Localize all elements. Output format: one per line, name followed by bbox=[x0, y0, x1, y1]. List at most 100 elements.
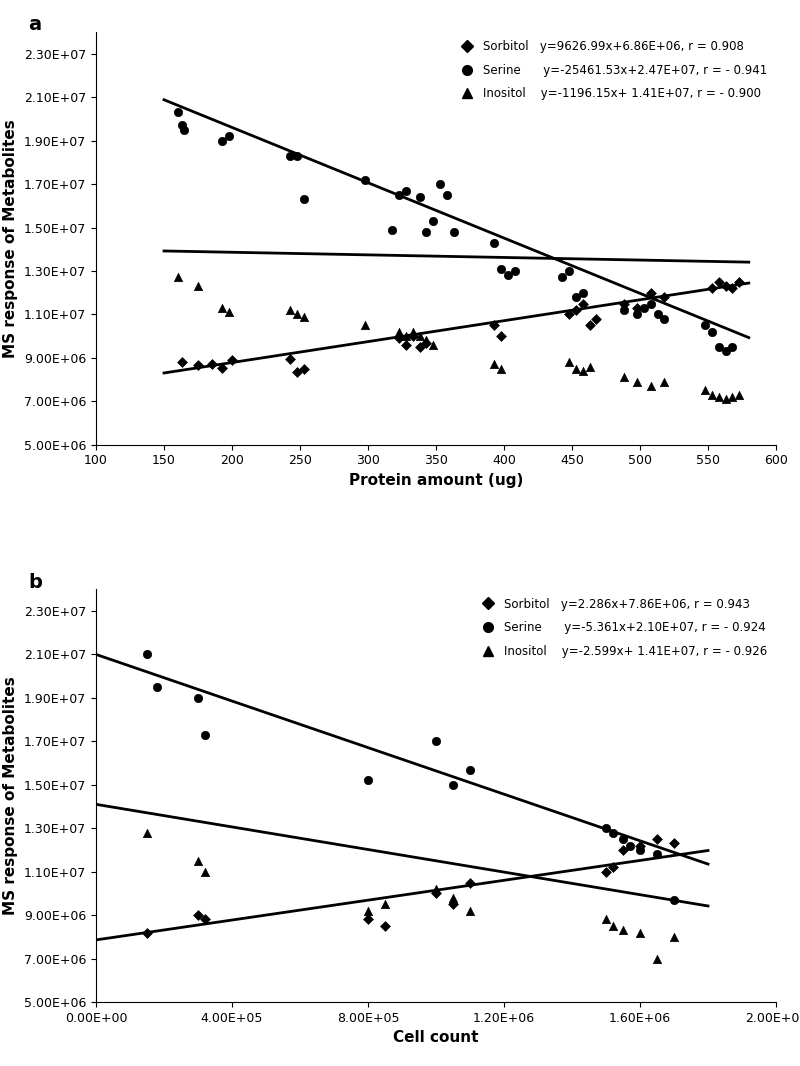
Point bbox=[362, 902, 374, 919]
Point bbox=[414, 339, 426, 356]
Point bbox=[192, 690, 205, 707]
Point bbox=[298, 308, 310, 325]
Point bbox=[141, 824, 154, 841]
Point bbox=[434, 176, 446, 193]
Point bbox=[205, 355, 218, 372]
Point bbox=[446, 776, 459, 793]
Point bbox=[617, 841, 630, 858]
Point bbox=[291, 306, 304, 323]
Point bbox=[430, 885, 442, 902]
Point bbox=[556, 269, 569, 286]
Point bbox=[284, 351, 297, 368]
Point bbox=[171, 269, 184, 286]
Point bbox=[631, 373, 644, 390]
Point bbox=[699, 382, 712, 399]
Point bbox=[406, 323, 419, 340]
Point bbox=[699, 317, 712, 334]
Point bbox=[430, 881, 442, 898]
Point bbox=[667, 835, 680, 852]
Point bbox=[638, 300, 650, 317]
Point bbox=[298, 360, 310, 377]
Point bbox=[430, 732, 442, 749]
Point bbox=[488, 235, 501, 252]
Point bbox=[226, 352, 238, 369]
Point bbox=[175, 117, 188, 134]
Point bbox=[414, 189, 426, 206]
Point bbox=[667, 891, 680, 908]
Point bbox=[192, 357, 205, 374]
Point bbox=[359, 172, 372, 189]
Point bbox=[446, 889, 459, 906]
Point bbox=[570, 360, 582, 377]
Point bbox=[658, 373, 671, 390]
Point bbox=[141, 924, 154, 941]
Point bbox=[463, 761, 476, 778]
Point bbox=[495, 260, 508, 277]
Point bbox=[198, 911, 211, 928]
Point bbox=[645, 295, 658, 312]
Legend: Sorbitol   y=2.286x+7.86E+06, r = 0.943, Serine      y=-5.361x+2.10E+07, r = - 0: Sorbitol y=2.286x+7.86E+06, r = 0.943, S… bbox=[471, 593, 773, 662]
Legend: Sorbitol   y=9626.99x+6.86E+06, r = 0.908, Serine      y=-25461.53x+2.47E+07, r : Sorbitol y=9626.99x+6.86E+06, r = 0.908,… bbox=[450, 35, 773, 106]
Point bbox=[446, 895, 459, 912]
Point bbox=[192, 277, 205, 294]
Point bbox=[726, 279, 739, 296]
Point bbox=[719, 343, 732, 360]
Point bbox=[216, 300, 229, 317]
Point bbox=[298, 191, 310, 208]
Text: a: a bbox=[28, 16, 41, 34]
Point bbox=[509, 262, 522, 279]
Point bbox=[667, 928, 680, 946]
Point bbox=[495, 327, 508, 344]
Point bbox=[617, 830, 630, 847]
Point bbox=[141, 646, 154, 663]
Point bbox=[577, 362, 590, 379]
Point bbox=[488, 317, 501, 334]
Point bbox=[726, 339, 739, 356]
Point bbox=[198, 863, 211, 881]
Point bbox=[634, 924, 646, 941]
Point bbox=[362, 772, 374, 789]
Point bbox=[600, 820, 613, 837]
Point bbox=[223, 128, 236, 145]
Point bbox=[618, 302, 630, 319]
Point bbox=[192, 906, 205, 923]
Point bbox=[393, 323, 406, 340]
Point bbox=[223, 304, 236, 321]
Point bbox=[284, 302, 297, 319]
Point bbox=[178, 122, 191, 139]
Point bbox=[386, 221, 399, 238]
Point bbox=[378, 918, 391, 935]
Point bbox=[359, 317, 372, 334]
Point bbox=[650, 830, 663, 847]
Point bbox=[463, 902, 476, 919]
Point bbox=[590, 310, 603, 327]
Point bbox=[427, 212, 440, 229]
Point bbox=[406, 327, 419, 344]
Point bbox=[502, 266, 514, 284]
Point bbox=[563, 354, 576, 371]
Point bbox=[733, 386, 746, 403]
Point bbox=[713, 273, 726, 290]
Point bbox=[414, 327, 426, 344]
Point bbox=[198, 726, 211, 743]
Point bbox=[175, 354, 188, 371]
Point bbox=[150, 678, 163, 695]
Point bbox=[617, 922, 630, 939]
Point bbox=[563, 306, 576, 323]
Y-axis label: MS response of Metabolites: MS response of Metabolites bbox=[3, 119, 18, 358]
Point bbox=[441, 187, 454, 204]
Point bbox=[719, 390, 732, 407]
Point bbox=[400, 327, 413, 344]
Point bbox=[216, 132, 229, 149]
Point bbox=[447, 224, 460, 241]
Point bbox=[577, 295, 590, 312]
Point bbox=[631, 306, 644, 323]
Text: b: b bbox=[28, 572, 42, 592]
Point bbox=[726, 388, 739, 405]
Point bbox=[583, 358, 596, 375]
Point bbox=[393, 329, 406, 346]
Point bbox=[650, 845, 663, 862]
Point bbox=[719, 277, 732, 294]
X-axis label: Protein amount (ug): Protein amount (ug) bbox=[349, 473, 523, 488]
Y-axis label: MS response of Metabolites: MS response of Metabolites bbox=[3, 676, 18, 915]
